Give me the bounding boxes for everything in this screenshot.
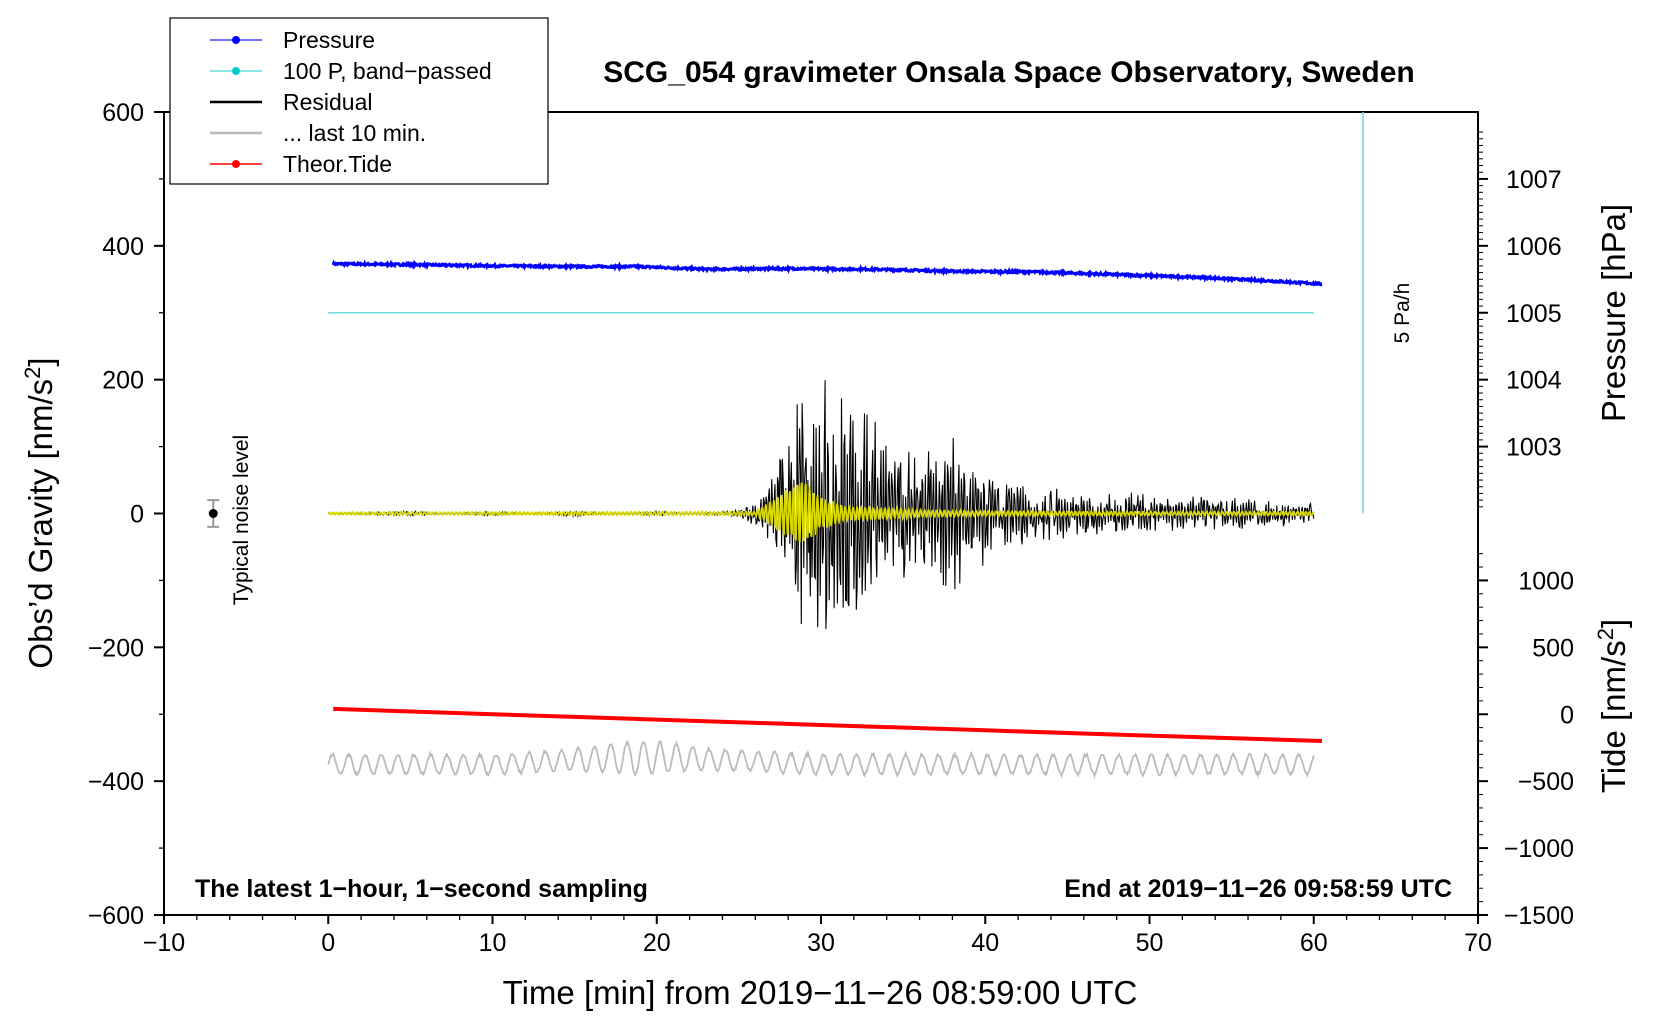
legend-item: Pressure — [210, 27, 375, 53]
tide-axis-label-sup: 2 — [1593, 628, 1618, 640]
legend-swatch-marker — [232, 160, 240, 168]
y-axis-label-base: Obs’d Gravity [nm/s — [22, 379, 59, 669]
x-tick-label: 0 — [321, 929, 335, 957]
x-tick-label: 50 — [1136, 929, 1164, 957]
y-tick-label: −200 — [88, 634, 144, 662]
x-tick-label: −10 — [143, 929, 185, 957]
legend-label: Residual — [283, 89, 373, 115]
tide-axis-label-base: Tide [nm/s — [1595, 640, 1632, 793]
series-pressure — [331, 259, 1323, 287]
noise-point — [208, 509, 218, 518]
bottom-right-note: End at 2019−11−26 09:58:59 UTC — [1064, 875, 1452, 903]
x-tick-label: 30 — [807, 929, 835, 957]
legend-item: Theor.Tide — [210, 151, 392, 177]
axis-ticks — [154, 111, 1488, 924]
x-tick-label: 70 — [1464, 929, 1492, 957]
x-axis-label: Time [min] from 2019−11−26 08:59:00 UTC — [503, 974, 1138, 1011]
legend-label: Theor.Tide — [283, 151, 392, 177]
legend-item: ... last 10 min. — [210, 120, 426, 146]
pressure-tick-label: 1003 — [1506, 434, 1562, 462]
legend-label: 100 P, band−passed — [283, 58, 492, 84]
pressure-tick-label: 1006 — [1506, 233, 1562, 261]
pressure-tick-label: 1007 — [1506, 166, 1562, 194]
x-tick-label: 20 — [643, 929, 671, 957]
y-tick-label: 200 — [102, 367, 144, 395]
legend-item: Residual — [210, 89, 373, 115]
x-tick-label: 40 — [971, 929, 999, 957]
chart-title: SCG_054 gravimeter Onsala Space Observat… — [603, 56, 1415, 89]
tick-labels: −10 0 10 20 30 40 50 60 70 600 400 200 0 −200 −400 −600… — [88, 99, 1574, 957]
tide-tick-label: −500 — [1518, 768, 1574, 796]
tide-tick-label: 1000 — [1518, 567, 1574, 595]
rate-label: 5 Pa/h — [1391, 283, 1414, 344]
y-tick-label: 600 — [102, 99, 144, 127]
noise-label: Typical noise level — [230, 435, 253, 605]
pressure-tick-label: 1005 — [1506, 300, 1562, 328]
series-theor-tide — [333, 706, 1323, 744]
series-last-10-min — [327, 740, 1315, 780]
legend-label: ... last 10 min. — [283, 120, 426, 146]
series-layer — [207, 112, 1364, 780]
legend: Pressure 100 P, band−passed Residual ... la… — [169, 17, 549, 185]
y-tick-label: −400 — [88, 768, 144, 796]
x-tick-label: 60 — [1300, 929, 1328, 957]
pressure-tick-label: 1004 — [1506, 367, 1562, 395]
y-tick-label: −600 — [88, 902, 144, 930]
y-axis-label-sup: 2 — [20, 367, 45, 379]
tide-tick-label: 0 — [1560, 701, 1574, 729]
y-tick-label: 0 — [130, 501, 144, 529]
tide-tick-label: 500 — [1532, 634, 1574, 662]
legend-item: 100 P, band−passed — [210, 58, 492, 84]
bottom-left-note: The latest 1−hour, 1−second sampling — [195, 875, 648, 903]
y-axis-label: Obs’d Gravity [nm/s2] — [20, 357, 59, 668]
y-axis-label-end: ] — [22, 357, 59, 366]
tide-tick-label: −1000 — [1504, 835, 1574, 863]
x-tick-label: 10 — [479, 929, 507, 957]
series-residual-filtered — [327, 482, 1315, 543]
tide-axis-label-end: ] — [1595, 619, 1632, 628]
legend-swatch-marker — [232, 36, 240, 44]
tide-tick-label: −1500 — [1504, 902, 1574, 930]
tide-axis-label: Tide [nm/s2] — [1593, 619, 1632, 793]
y-tick-label: 400 — [102, 233, 144, 261]
legend-label: Pressure — [283, 27, 375, 53]
pressure-axis-label: Pressure [hPa] — [1595, 204, 1632, 422]
legend-swatch-marker — [232, 67, 240, 75]
